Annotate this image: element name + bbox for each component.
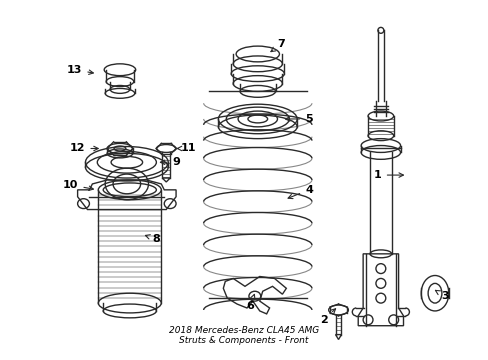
- Text: 13: 13: [67, 65, 93, 75]
- Text: 3: 3: [434, 291, 448, 301]
- Text: 12: 12: [70, 144, 98, 153]
- Text: 8: 8: [145, 234, 160, 244]
- Text: 6: 6: [245, 294, 254, 311]
- Text: 10: 10: [63, 180, 93, 190]
- Text: 5: 5: [285, 114, 312, 124]
- Text: 2: 2: [319, 309, 335, 325]
- Text: 4: 4: [287, 185, 312, 199]
- Text: 7: 7: [270, 39, 285, 51]
- Text: 11: 11: [177, 144, 196, 153]
- Text: 2018 Mercedes-Benz CLA45 AMG
Struts & Components - Front: 2018 Mercedes-Benz CLA45 AMG Struts & Co…: [168, 326, 319, 345]
- Text: 1: 1: [373, 170, 403, 180]
- Text: 9: 9: [160, 157, 180, 167]
